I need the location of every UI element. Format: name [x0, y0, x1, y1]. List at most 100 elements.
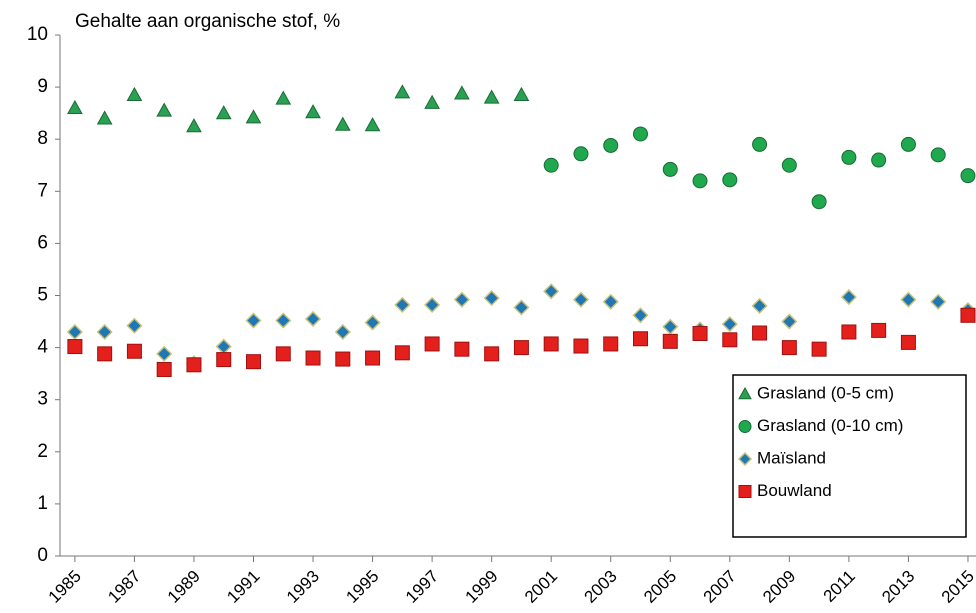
y-tick-label: 2: [37, 441, 48, 462]
marker-square: [275, 346, 291, 362]
marker-diamond: [126, 317, 143, 334]
marker-diamond: [543, 283, 560, 300]
marker-square: [662, 333, 678, 349]
y-tick-label: 0: [37, 545, 48, 566]
marker-diamond: [245, 312, 262, 329]
marker-diamond: [66, 323, 83, 341]
marker-square: [692, 326, 708, 342]
y-tick-label: 7: [37, 180, 48, 201]
x-tick-label: 2015: [938, 567, 976, 607]
x-tick-label: 1995: [342, 567, 382, 607]
marker-square: [424, 336, 440, 352]
marker-circle: [543, 157, 559, 173]
marker-diamond: [334, 323, 351, 341]
marker-square: [543, 336, 559, 352]
marker-circle: [960, 168, 976, 184]
marker-diamond: [840, 289, 857, 306]
marker-square: [738, 485, 752, 498]
marker-triangle: [156, 102, 173, 117]
marker-circle: [692, 173, 708, 189]
marker-square: [871, 322, 887, 338]
legend-label: Grasland (0-5 cm): [757, 383, 894, 402]
marker-square: [752, 325, 768, 341]
legend-box: [732, 374, 967, 538]
marker-circle: [738, 420, 752, 433]
marker-diamond: [215, 338, 232, 355]
marker-square: [246, 354, 262, 370]
marker-circle: [603, 137, 619, 153]
y-tick-label: 3: [37, 389, 48, 410]
x-tick-label: 1985: [45, 567, 85, 607]
marker-triangle: [96, 110, 113, 125]
marker-diamond: [900, 291, 917, 308]
x-tick-label: 2001: [521, 567, 561, 607]
y-tick-label: 4: [37, 337, 48, 358]
marker-diamond: [364, 314, 381, 331]
marker-diamond: [424, 296, 441, 313]
marker-square: [156, 361, 172, 377]
x-tick-label: 2013: [878, 567, 918, 607]
marker-diamond: [662, 318, 679, 335]
marker-square: [365, 350, 381, 366]
marker-circle: [811, 194, 827, 210]
y-tick-label: 9: [37, 76, 48, 97]
x-tick-label: 1987: [104, 567, 144, 607]
marker-triangle: [394, 84, 411, 99]
marker-triangle: [483, 89, 500, 104]
marker-diamond: [275, 312, 292, 329]
marker-square: [900, 334, 916, 350]
marker-triangle: [275, 90, 292, 105]
marker-circle: [752, 136, 768, 152]
axis-title: Gehalte aan organische stof, %: [75, 11, 340, 32]
marker-square: [97, 346, 113, 362]
marker-square: [960, 307, 976, 323]
y-tick-label: 6: [37, 232, 48, 253]
marker-square: [394, 345, 410, 361]
marker-square: [454, 341, 470, 357]
x-tick-label: 1999: [461, 567, 501, 607]
marker-triangle: [513, 86, 530, 102]
marker-triangle: [424, 94, 440, 109]
x-tick-label: 2003: [581, 567, 621, 607]
legend-label: Grasland (0-10 cm): [757, 416, 903, 435]
marker-square: [305, 350, 321, 366]
marker-square: [781, 340, 797, 356]
marker-circle: [662, 161, 678, 177]
y-tick-label: 10: [27, 24, 48, 45]
marker-circle: [633, 126, 649, 142]
marker-triangle: [186, 118, 202, 133]
marker-diamond: [930, 293, 947, 310]
marker-square: [841, 324, 857, 340]
x-tick-label: 2009: [759, 567, 799, 607]
marker-diamond: [602, 293, 619, 310]
marker-diamond: [513, 299, 530, 316]
marker-circle: [871, 152, 887, 168]
x-tick-label: 1997: [402, 567, 442, 607]
marker-square: [811, 341, 827, 357]
legend-label: Bouwland: [757, 481, 832, 500]
marker-diamond: [572, 291, 590, 308]
marker-circle: [781, 157, 797, 173]
x-tick-label: 1989: [164, 567, 204, 607]
legend-label: Maïsland: [757, 448, 826, 467]
marker-square: [67, 339, 83, 355]
x-tick-label: 1991: [223, 567, 263, 607]
x-tick-label: 2011: [820, 567, 859, 606]
marker-triangle: [305, 104, 321, 119]
x-tick-label: 1993: [283, 567, 323, 607]
marker-circle: [930, 147, 946, 163]
marker-square: [722, 332, 738, 348]
marker-square: [513, 340, 529, 356]
marker-triangle: [245, 109, 262, 124]
marker-circle: [573, 146, 589, 162]
marker-circle: [900, 136, 916, 152]
marker-diamond: [394, 296, 411, 313]
marker-square: [335, 351, 351, 367]
marker-circle: [841, 149, 857, 165]
y-tick-label: 8: [37, 128, 48, 149]
marker-diamond: [304, 310, 322, 328]
marker-diamond: [96, 323, 113, 341]
marker-square: [633, 331, 649, 347]
marker-square: [603, 336, 619, 352]
